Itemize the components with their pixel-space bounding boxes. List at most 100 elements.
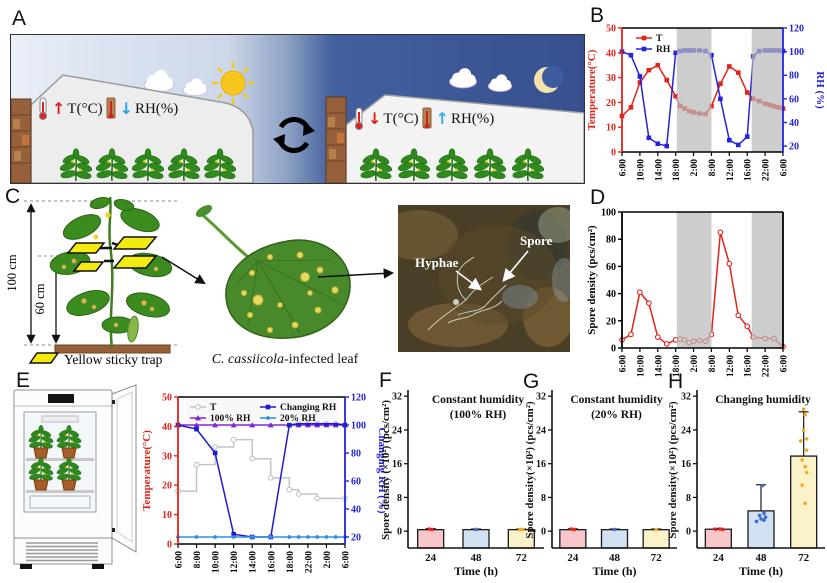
svg-text:24: 24	[536, 425, 546, 436]
svg-text:20% RH: 20% RH	[280, 414, 316, 424]
svg-text:6:00: 6:00	[780, 355, 790, 373]
svg-text:20: 20	[351, 533, 361, 544]
svg-text:Time (h): Time (h)	[739, 564, 783, 578]
svg-text:22:00: 22:00	[304, 551, 314, 573]
svg-text:22:00: 22:00	[762, 159, 772, 181]
panel-e-label: E	[16, 369, 31, 392]
svg-text:6:00: 6:00	[619, 355, 629, 373]
svg-text:Spore density(×10²) (pcs/cm²): Spore density(×10²) (pcs/cm²)	[667, 401, 679, 539]
hygrometer-icon	[422, 107, 432, 129]
svg-text:Changing RH: Changing RH	[280, 403, 337, 413]
svg-text:72: 72	[651, 552, 663, 564]
chamber-plants	[28, 424, 82, 491]
svg-text:80: 80	[606, 235, 616, 246]
svg-text:0: 0	[611, 344, 616, 355]
spore-density-20rh-bars: 24 48 72 0 8 16 24 32 Constant humidity (20% RH) T…	[524, 378, 678, 578]
svg-text:40: 40	[162, 422, 172, 433]
svg-text:120: 120	[789, 24, 804, 35]
svg-text:72: 72	[798, 552, 810, 564]
trap-legend-swatch	[28, 352, 60, 364]
svg-text:16:00: 16:00	[744, 355, 754, 377]
day-greenhouse	[10, 74, 254, 184]
svg-text:16: 16	[392, 459, 402, 470]
svg-text:12:00: 12:00	[726, 355, 736, 377]
caption-rest: -infected leaf	[284, 352, 359, 367]
trap-to-leaf-arrow	[161, 256, 206, 285]
svg-text:6:00: 6:00	[780, 159, 790, 177]
svg-text:0: 0	[686, 527, 691, 538]
panel-b-label: B	[590, 4, 605, 27]
day-rh-label: RH(%)	[134, 100, 179, 117]
spore-density-time-chart: 0 20 40 60 80 100 6:00 10:00 14:00 18:00 2:00 8:00 1…	[585, 190, 827, 386]
night-temp-label: T(°C)	[383, 110, 419, 127]
svg-text:60: 60	[351, 477, 361, 488]
temperature-rh-chart: 0 10 20 30 40 50 20 40 60 80 100 120 6:00 10:00 14:00 1…	[585, 8, 827, 190]
chamber-display	[48, 394, 74, 403]
svg-text:32: 32	[681, 392, 691, 403]
svg-text:24: 24	[567, 552, 579, 564]
temp-down-arrow-icon: ↓	[368, 109, 382, 128]
greenhouse-day-night-illustration: ↑ T(°C) ↓ RH(%) ↓ T(°C) ↑ RH(%)	[10, 34, 585, 184]
day-conditions-row: ↑ T(°C) ↓ RH(%)	[37, 97, 178, 121]
cucumber-plant	[49, 196, 173, 349]
svg-text:10:00: 10:00	[636, 159, 646, 181]
hyphae-arrow	[455, 270, 483, 291]
temp-up-arrow-icon: ↑	[52, 99, 66, 118]
hygrometer-icon	[106, 97, 116, 119]
svg-text:T: T	[656, 34, 663, 44]
svg-text:16:00: 16:00	[267, 551, 277, 573]
svg-text:2:00: 2:00	[690, 159, 700, 177]
thermometer-icon	[355, 107, 363, 130]
svg-text:12:00: 12:00	[230, 551, 240, 573]
svg-text:60: 60	[789, 94, 799, 105]
panel-d-label: D	[590, 186, 606, 209]
svg-text:0: 0	[167, 540, 172, 551]
svg-text:6:00: 6:00	[342, 551, 352, 569]
spore-density-100rh-bars: 24 48 72 0 8 16 24 32 Constant humidity (100% RH)…	[380, 378, 546, 578]
svg-text:16: 16	[681, 459, 691, 470]
svg-text:14:00: 14:00	[654, 355, 664, 377]
svg-text:Spore density(×10²) (pcs/cm²): Spore density(×10²) (pcs/cm²)	[524, 401, 536, 539]
hyphae-label: Hyphae	[415, 255, 459, 270]
leaf-to-micrograph-arr	[317, 268, 395, 279]
svg-text:14:00: 14:00	[654, 159, 664, 181]
svg-text:20: 20	[606, 98, 616, 109]
night-cloud-icon	[449, 68, 477, 89]
svg-text:100: 100	[789, 47, 804, 58]
panel-g-label: G	[523, 370, 540, 393]
svg-text:48: 48	[609, 552, 621, 564]
spore-label: Spore	[520, 233, 552, 248]
svg-text:8: 8	[686, 493, 691, 504]
svg-text:50: 50	[606, 24, 616, 35]
svg-text:10: 10	[162, 510, 172, 521]
day-temp-label: T(°C)	[67, 100, 103, 117]
svg-text:8:00: 8:00	[708, 159, 718, 177]
svg-text:120: 120	[351, 393, 366, 404]
rh-up-arrow-icon: ↑	[435, 109, 449, 128]
yellow-sticky-traps	[66, 236, 158, 272]
svg-text:8:00: 8:00	[708, 355, 718, 373]
cucumber-fruit	[127, 315, 139, 343]
vent-grille	[26, 542, 98, 562]
svg-text:80: 80	[789, 71, 799, 82]
svg-text:100: 100	[601, 208, 616, 219]
svg-text:18:00: 18:00	[286, 551, 296, 573]
panel-a-label: A	[12, 7, 27, 30]
svg-text:18:00: 18:00	[672, 355, 682, 377]
day-cloud-icon	[143, 70, 175, 93]
svg-text:40: 40	[351, 505, 361, 516]
svg-text:2:00: 2:00	[690, 355, 700, 373]
moon-icon	[534, 66, 564, 93]
svg-text:20: 20	[162, 481, 172, 492]
night-greenhouse	[325, 94, 585, 184]
svg-text:48: 48	[756, 552, 768, 564]
svg-text:0: 0	[541, 527, 546, 538]
svg-text:32: 32	[536, 392, 546, 403]
night-cloud-icon	[487, 74, 513, 92]
svg-text:30: 30	[606, 73, 616, 84]
leaf-caption: C. cassiicola-infected leaf	[190, 352, 380, 368]
svg-text:0: 0	[397, 527, 402, 538]
svg-text:16:00: 16:00	[744, 159, 754, 181]
species-name: C. cassiicola	[211, 352, 285, 367]
svg-text:T: T	[210, 403, 217, 413]
